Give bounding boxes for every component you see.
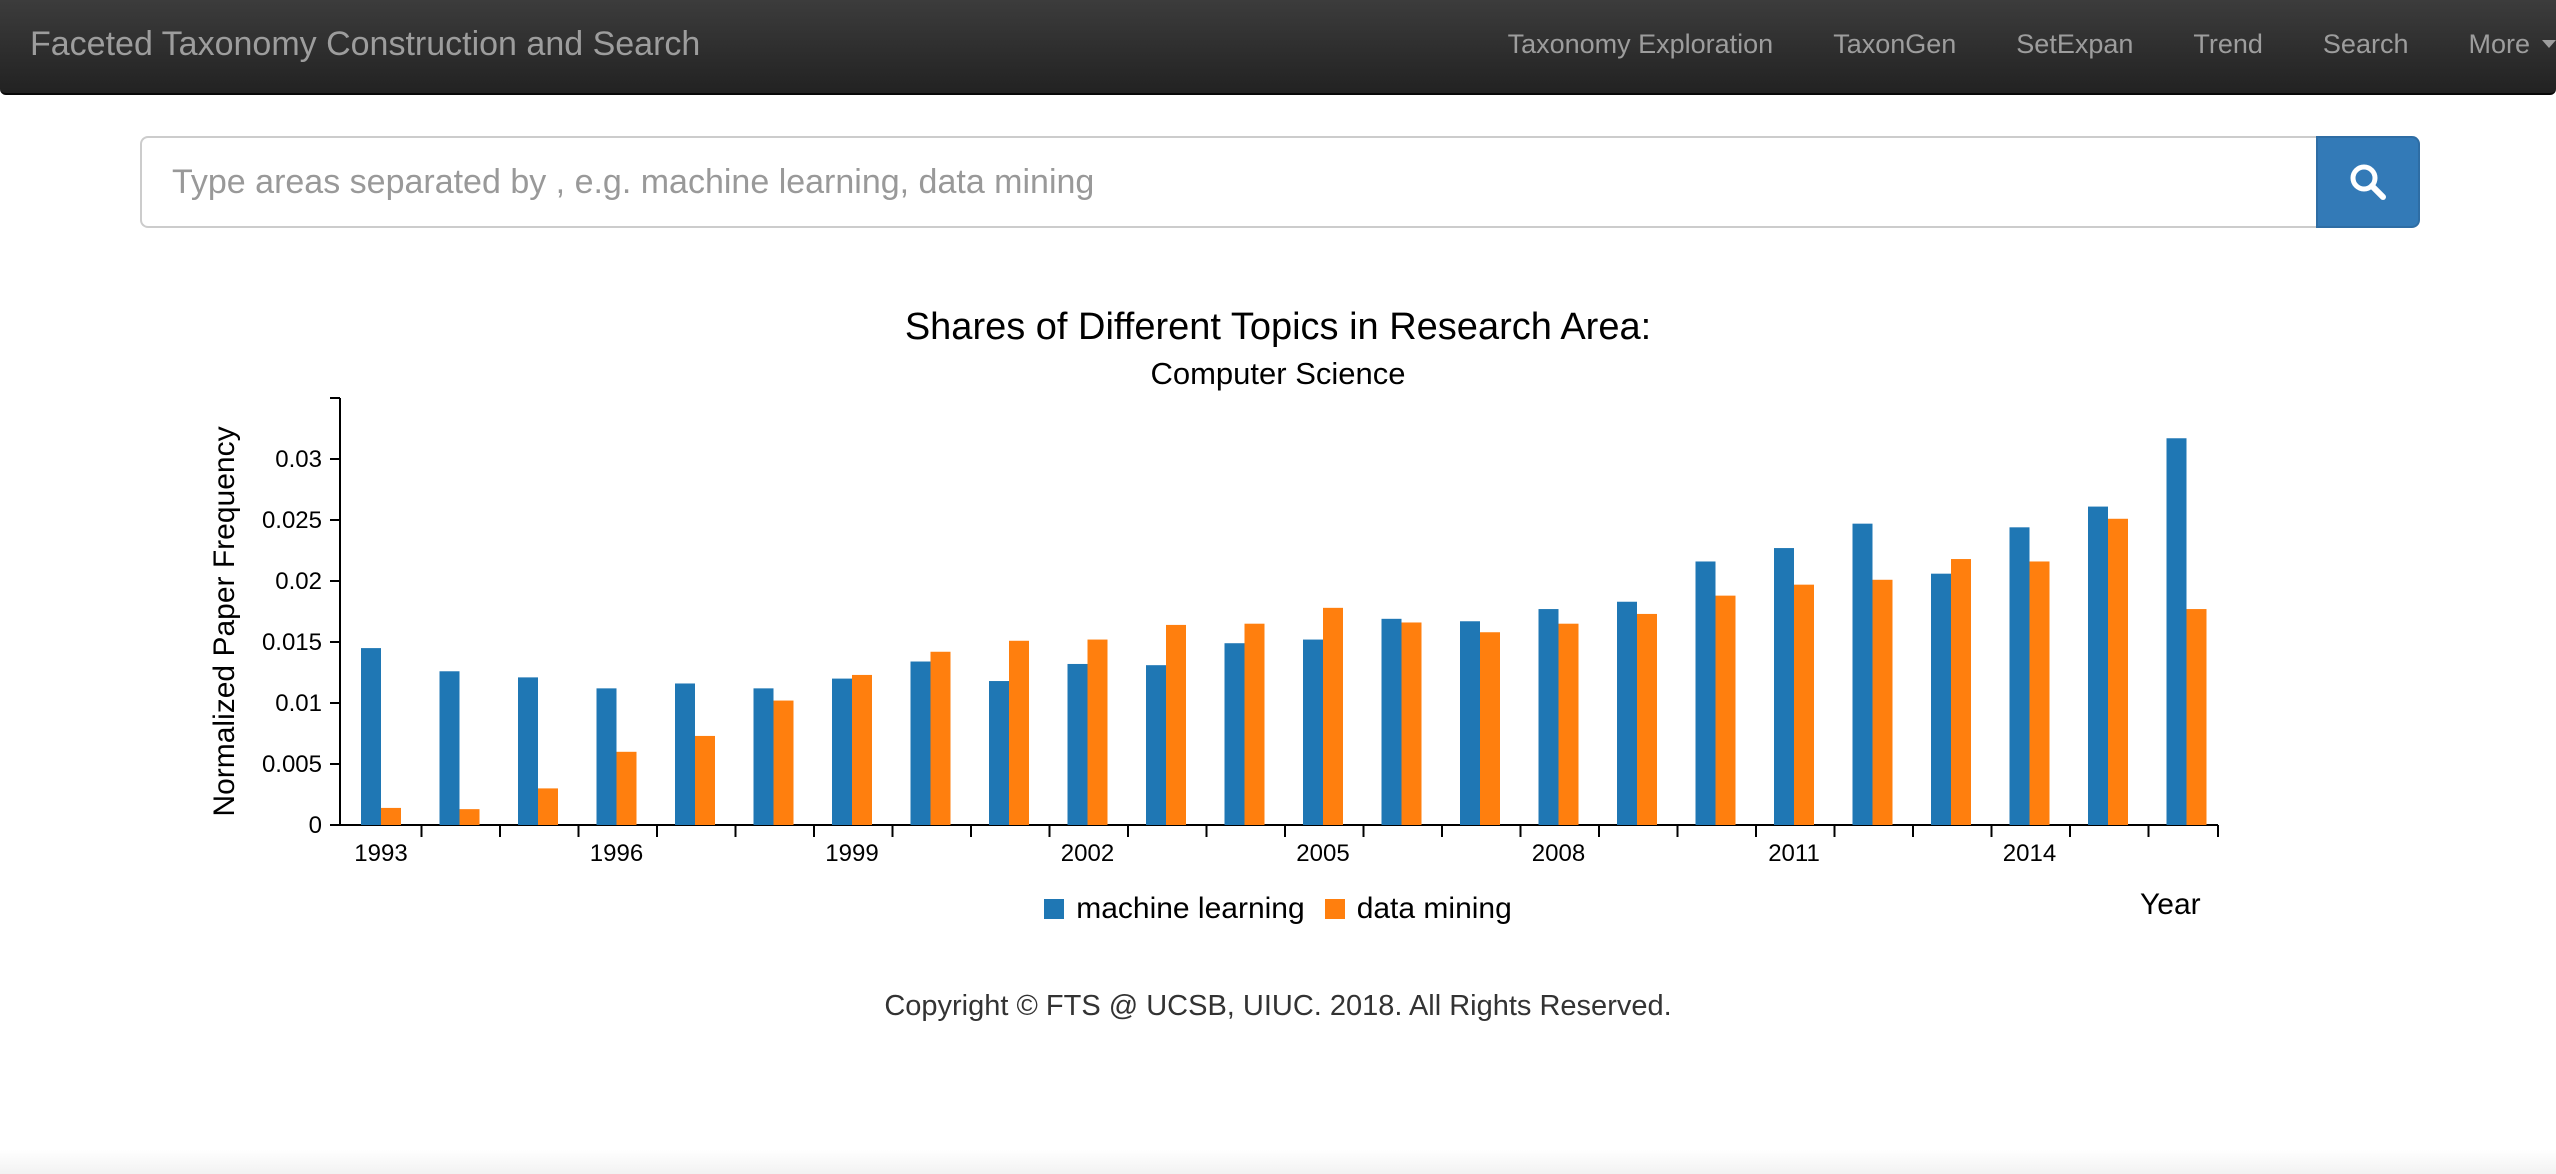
bar-data-mining-2012 — [1872, 579, 1893, 825]
x-tick-label: 2014 — [2003, 840, 2056, 867]
nav-search[interactable]: Search — [2322, 28, 2409, 59]
search-input[interactable] — [140, 136, 2316, 228]
bar-data-mining-2009 — [1637, 613, 1657, 825]
nav-more-label: More — [2468, 28, 2530, 59]
bar-data-mining-2004 — [1244, 623, 1265, 825]
chevron-down-icon — [2542, 40, 2556, 48]
y-axis-label: Normalized Paper Frequency — [208, 426, 241, 816]
bar-machine-learning-2001 — [989, 681, 1009, 825]
x-tick-label: 2002 — [1061, 840, 1114, 867]
search-bar — [140, 136, 2420, 228]
bar-data-mining-1993 — [381, 807, 401, 825]
bar-machine-learning-2010 — [1695, 561, 1716, 825]
y-tick-label: 0.02 — [275, 568, 322, 595]
bar-machine-learning-2007 — [1460, 621, 1480, 825]
bar-chart: 0 0.005 0.01 0.015 0.02 0.025 0.03 Normalized P… — [208, 397, 2219, 867]
legend-item-machine-learning[interactable]: machine learning — [1044, 892, 1305, 926]
bar-machine-learning-2008 — [1538, 609, 1559, 825]
bar-machine-learning-1993 — [361, 648, 381, 825]
y-tick-label: 0.015 — [262, 629, 322, 656]
bar-machine-learning-2004 — [1224, 643, 1245, 825]
legend-swatch-data-mining — [1324, 899, 1345, 919]
y-tick-label: 0 — [309, 812, 322, 839]
bar-machine-learning-1994 — [439, 671, 460, 825]
bar-data-mining-1995 — [538, 788, 558, 825]
bar-machine-learning-2016 — [2166, 438, 2187, 825]
nav-taxongen[interactable]: TaxonGen — [1833, 28, 1957, 59]
chart-subtitle: Computer Science — [1150, 356, 1406, 391]
bar-machine-learning-2012 — [1852, 523, 1873, 825]
bar-data-mining-2016 — [2186, 609, 2207, 825]
bar-machine-learning-1995 — [518, 677, 538, 825]
bar-machine-learning-1997 — [675, 683, 695, 825]
bar-machine-learning-2002 — [1067, 663, 1088, 825]
bar-data-mining-2001 — [1009, 640, 1029, 825]
bar-machine-learning-2011 — [1774, 548, 1794, 825]
bar-data-mining-2003 — [1166, 624, 1186, 825]
bar-data-mining-2011 — [1794, 584, 1814, 825]
bar-data-mining-2005 — [1323, 607, 1343, 825]
legend-item-data-mining[interactable]: data mining — [1324, 892, 1512, 926]
nav-taxonomy-exploration[interactable]: Taxonomy Exploration — [1507, 28, 1774, 59]
bar-machine-learning-2014 — [2009, 527, 2030, 825]
x-tick-label: 2005 — [1296, 840, 1349, 867]
x-tick-label: 1996 — [590, 840, 643, 867]
nav-setexpan[interactable]: SetExpan — [2016, 28, 2134, 59]
y-tick-label: 0.025 — [262, 507, 322, 534]
brand-link[interactable]: Faceted Taxonomy Construction and Search — [30, 25, 701, 63]
nav-links: Taxonomy Exploration TaxonGen SetExpan T… — [1508, 0, 2556, 88]
bar-machine-learning-2009 — [1617, 601, 1637, 825]
navbar: Faceted Taxonomy Construction and Search… — [0, 0, 2556, 95]
bar-data-mining-2006 — [1401, 622, 1422, 825]
x-tick-label: 2011 — [1768, 840, 1820, 867]
legend-label-machine-learning: machine learning — [1076, 892, 1305, 925]
nav-trend[interactable]: Trend — [2193, 28, 2263, 59]
bar-data-mining-2007 — [1480, 632, 1500, 825]
bar-machine-learning-2013 — [1931, 573, 1951, 825]
search-icon — [2350, 164, 2386, 200]
legend-swatch-machine-learning — [1044, 899, 1065, 919]
legend-label-data-mining: data mining — [1356, 892, 1512, 925]
bar-data-mining-1996 — [616, 751, 637, 825]
bar-data-mining-2013 — [1951, 559, 1971, 825]
bar-data-mining-1998 — [773, 700, 794, 825]
y-tick-label: 0.03 — [275, 446, 322, 473]
bar-machine-learning-2005 — [1303, 639, 1323, 825]
bar-data-mining-1997 — [695, 735, 715, 825]
bar-machine-learning-2000 — [910, 661, 931, 825]
bar-data-mining-1999 — [852, 674, 872, 825]
chart-title: Shares of Different Topics in Research A… — [904, 306, 1652, 348]
bar-machine-learning-1996 — [596, 688, 617, 825]
bar-data-mining-2000 — [930, 651, 951, 825]
bar-machine-learning-2003 — [1146, 665, 1166, 825]
search-button[interactable] — [2316, 136, 2420, 228]
x-tick-label: 1993 — [354, 840, 407, 867]
bar-data-mining-2010 — [1715, 595, 1736, 825]
x-tick-label: 1999 — [825, 840, 878, 867]
bar-machine-learning-1998 — [753, 688, 774, 825]
bar-machine-learning-2006 — [1381, 618, 1402, 825]
bar-data-mining-1994 — [459, 809, 480, 825]
footer-copyright: Copyright © FTS @ UCSB, UIUC. 2018. All … — [884, 990, 1672, 1022]
nav-more-dropdown[interactable]: More — [2468, 29, 2556, 60]
y-tick-label: 0.005 — [262, 751, 322, 778]
bar-data-mining-2008 — [1558, 623, 1579, 825]
bar-data-mining-2002 — [1087, 639, 1108, 825]
x-tick-label: 2008 — [1532, 840, 1585, 867]
y-tick-label: 0.01 — [275, 690, 322, 717]
chart-legend: machine learning data mining — [0, 892, 2556, 926]
bar-machine-learning-2015 — [2088, 506, 2108, 825]
bar-machine-learning-1999 — [832, 678, 852, 825]
bottom-shade — [0, 1150, 2556, 1174]
bar-data-mining-2014 — [2029, 561, 2050, 825]
bar-data-mining-2015 — [2108, 518, 2128, 825]
x-axis-label: Year — [2140, 888, 2201, 921]
